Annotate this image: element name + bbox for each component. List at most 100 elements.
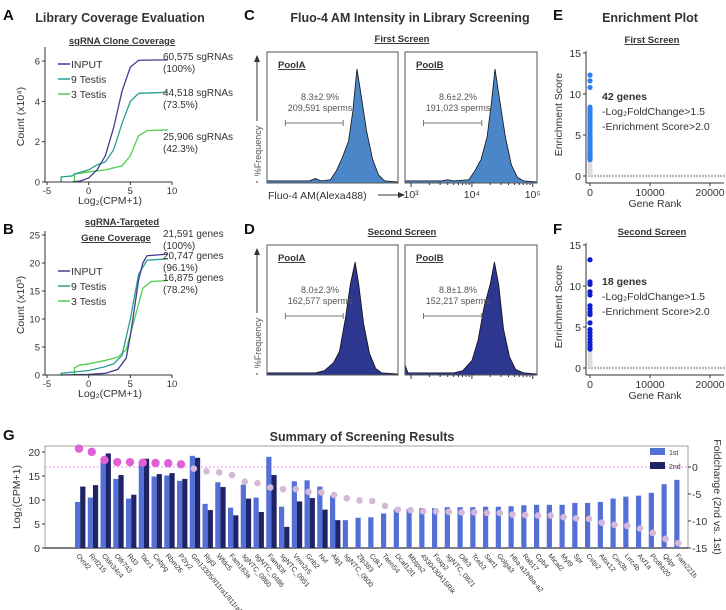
series-percent-label: (78.2%) xyxy=(163,285,198,296)
x-tick-label: 10⁴ xyxy=(464,189,480,201)
bar-1st xyxy=(189,455,195,548)
bar-1st xyxy=(240,484,246,548)
y-axis-label: Count (x10³) xyxy=(15,276,27,334)
bar-1st xyxy=(355,517,361,548)
pool-label: PoolB xyxy=(416,253,444,264)
histogram-poolb xyxy=(404,244,538,376)
foldchange-dot xyxy=(368,497,376,505)
y-tick-label: 25 xyxy=(29,231,40,242)
bar-1st xyxy=(279,506,285,548)
y-axis-label: Enrichment Score xyxy=(553,73,565,157)
bar-2nd xyxy=(182,478,188,548)
foldchange-dot xyxy=(407,506,414,514)
bar-2nd xyxy=(156,474,162,548)
y2-tick-label: -10 xyxy=(692,516,707,528)
bar-2nd xyxy=(335,520,341,548)
foldchange-dot xyxy=(343,495,351,502)
foldchange-dot xyxy=(138,458,147,467)
y-tick-label: 0 xyxy=(34,543,40,555)
y-tick-label: 15 xyxy=(569,240,581,252)
gate-percent: 8.8±1.8% xyxy=(439,285,477,295)
foldchange-dot xyxy=(611,521,618,529)
foldchange-dot xyxy=(87,447,96,457)
series-total-label: 60,575 sgRNAs xyxy=(163,52,233,63)
foldchange-dot xyxy=(445,508,453,516)
x-tick-label: 5 xyxy=(128,186,133,197)
foldchange-dot xyxy=(432,507,440,515)
histogram-poolb xyxy=(404,51,538,184)
bar-2nd xyxy=(80,486,86,548)
enriched-gene-dot xyxy=(587,84,593,91)
x-tick-label: 0 xyxy=(86,379,91,390)
bar-1st xyxy=(636,495,642,548)
y-tick-label: 5 xyxy=(575,322,581,334)
enriched-gene-dot xyxy=(587,281,593,287)
y-tick-label: 15 xyxy=(569,48,581,60)
annotation-gene-count: 42 genes xyxy=(602,91,647,103)
bar-2nd xyxy=(118,475,124,548)
panel-label-a: A xyxy=(3,7,14,24)
gate-sperm-count: 209,591 sperms xyxy=(288,103,353,113)
enriched-gene-dot xyxy=(587,346,593,352)
x-tick-label: 20000 xyxy=(695,379,724,391)
foldchange-dot xyxy=(483,509,491,517)
bar-2nd xyxy=(322,509,328,548)
panel-subtitle: First Screen xyxy=(375,34,430,45)
coverage-plot-a xyxy=(60,59,168,183)
bar-2nd xyxy=(233,515,239,548)
y-tick-label: 15 xyxy=(28,471,40,483)
bar-1st xyxy=(521,505,527,548)
panel-label-g: G xyxy=(3,427,15,444)
histogram-poola xyxy=(266,244,399,376)
foldchange-dot xyxy=(113,457,122,467)
foldchange-dot xyxy=(649,529,657,537)
x-tick-label: 0 xyxy=(587,187,593,199)
x-tick-label: 5 xyxy=(128,379,133,390)
y-tick-label: 5 xyxy=(34,519,40,531)
y-tick-label: 15 xyxy=(29,287,40,298)
coverage-plot-b xyxy=(60,253,168,376)
foldchange-dot xyxy=(151,458,160,468)
y-tick-label: 0 xyxy=(575,171,581,183)
bar-1st xyxy=(623,496,629,548)
histogram-frame xyxy=(266,51,399,184)
y-axis-label: %Frequency xyxy=(253,317,263,368)
x-axis-label: Log₂(CPM+1) xyxy=(78,388,142,400)
panel-label-e: E xyxy=(553,7,563,24)
x-axis-label: Log₂(CPM+1) xyxy=(78,195,142,207)
annotation-criterion: -Enrichment Score>2.0 xyxy=(602,121,710,133)
bar-1st xyxy=(572,502,578,548)
legend-label: 9 Testis xyxy=(71,74,106,86)
bar-2nd xyxy=(220,487,226,548)
bar-1st xyxy=(138,461,144,548)
bar-2nd xyxy=(207,510,213,548)
foldchange-dot xyxy=(547,512,555,519)
bar-1st xyxy=(330,495,336,548)
bar-1st xyxy=(444,507,450,548)
histogram-area xyxy=(266,68,399,184)
y-axis-label: Log₂(CPM+1) xyxy=(11,465,23,529)
x-axis-label: Gene Rank xyxy=(628,390,682,402)
foldchange-dot xyxy=(203,468,210,475)
bar-1st xyxy=(495,506,501,548)
foldchange-dot xyxy=(305,488,312,496)
y-tick-label: 0 xyxy=(35,371,40,382)
title-enrichment-plot: Enrichment Plot xyxy=(602,11,699,25)
gate-sperm-count: 191,023 sperms xyxy=(426,103,491,113)
gate-sperm-count: 152,217 sperms xyxy=(426,296,491,306)
foldchange-dot xyxy=(419,507,427,515)
bar-2nd xyxy=(194,457,201,548)
annotation-criterion: -Log₂FoldChange>1.5 xyxy=(602,106,705,118)
y-tick-label: 10 xyxy=(29,315,40,326)
legend-swatch-2nd xyxy=(650,462,665,469)
y-tick-label: 0 xyxy=(35,178,40,189)
arrowhead-icon xyxy=(398,192,405,198)
bar-1st xyxy=(215,482,221,548)
bar-1st xyxy=(483,506,489,548)
histogram-area xyxy=(404,68,538,184)
enriched-gene-dot xyxy=(587,78,593,84)
bar-1st xyxy=(317,486,323,548)
title-summary: Summary of Screening Results xyxy=(270,430,455,444)
gate-sperm-count: 162,577 sperms xyxy=(288,296,353,306)
legend-label-1st: 1st xyxy=(669,450,678,457)
